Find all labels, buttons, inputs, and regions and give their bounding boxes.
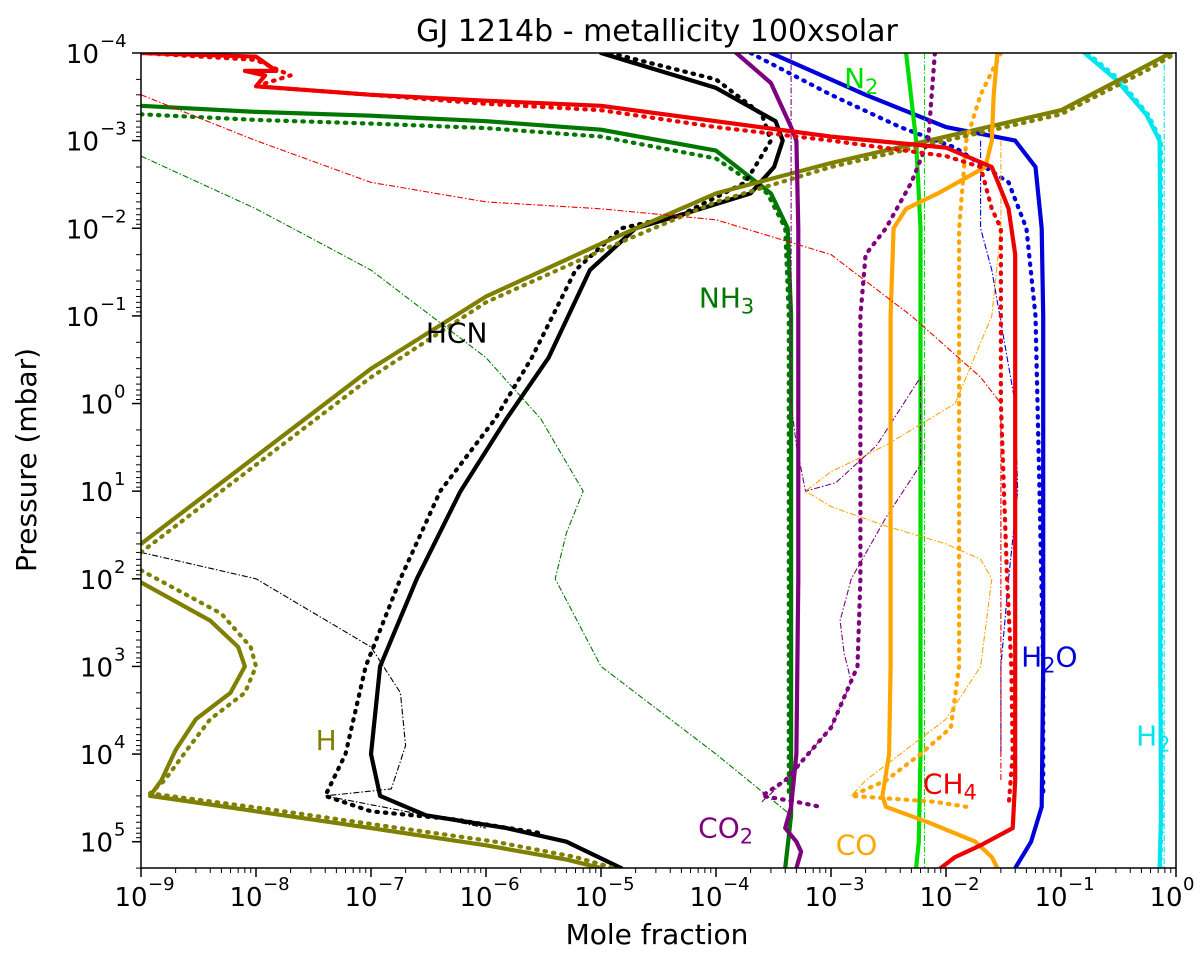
species-label-co2: CO2 (698, 812, 753, 849)
y-tick-label: 10 4 (80, 732, 126, 771)
x-tick-label-exp: 0 (1183, 874, 1194, 895)
y-tick-label: 10 2 (80, 557, 126, 596)
species-label-hcn: HCN (426, 316, 488, 349)
y-axis-title: Pressure (mbar) (10, 348, 43, 572)
series-h2o-solid (768, 53, 1046, 868)
x-tick-label-base: 10 (229, 883, 262, 913)
series-h-dotted (141, 53, 1176, 868)
y-tick-label-base: 10 (80, 653, 113, 683)
y-tick-label-exp: 2 (114, 557, 125, 578)
x-tick-label-base: 10 (1149, 883, 1182, 913)
series-nh3-thin (141, 155, 792, 816)
y-tick-label: 10 −3 (66, 119, 127, 158)
x-tick-label-exp: −4 (723, 874, 750, 895)
y-tick-label-exp: 0 (114, 382, 125, 403)
y-tick-label-base: 10 (80, 741, 113, 771)
series-h2-dotted (1085, 53, 1164, 868)
x-tick-label: 10 −6 (459, 874, 519, 913)
species-label-ch4: CH4 (923, 767, 977, 804)
x-tick-label-base: 10 (114, 883, 147, 913)
series-nh3-solid (141, 103, 794, 868)
x-tick-label: 10 −3 (804, 874, 864, 913)
x-tick-label-exp: −1 (1068, 874, 1095, 895)
x-tick-label: 10 −7 (344, 874, 404, 913)
series-layer (141, 53, 1176, 868)
species-label-co: CO (836, 829, 878, 862)
species-label-n2: N2 (844, 62, 878, 99)
y-tick-label: 10 −2 (66, 206, 127, 245)
x-axis-title: Mole fraction (566, 918, 749, 951)
x-tick-label: 10 −9 (114, 874, 174, 913)
series-hcn-dotted (323, 53, 773, 836)
x-tick-label: 10 −8 (229, 874, 289, 913)
x-tick-label-base: 10 (804, 883, 837, 913)
x-tick-label-exp: −8 (263, 874, 290, 895)
x-tick-label-exp: −3 (838, 874, 865, 895)
series-co2-dotted (759, 53, 937, 809)
x-tick-label-exp: −2 (953, 874, 980, 895)
y-tick-label-base: 10 (66, 215, 99, 245)
y-tick-label-exp: −4 (100, 31, 127, 52)
series-hcn-solid (368, 53, 785, 868)
y-tick-label-base: 10 (66, 40, 99, 70)
y-tick-label-exp: 5 (114, 820, 125, 841)
species-label-h2: H2 (1136, 720, 1170, 757)
x-tick-label-base: 10 (344, 883, 377, 913)
x-tick-label-base: 10 (919, 883, 952, 913)
x-tick-label: 10 −2 (919, 874, 979, 913)
y-tick-label-base: 10 (66, 303, 99, 333)
x-tick-label-base: 10 (1034, 883, 1067, 913)
chart-title: GJ 1214b - metallicity 100xsolar (416, 14, 898, 49)
axis-ticks (132, 52, 1177, 877)
species-label-h2o: H2O (1021, 640, 1077, 677)
x-tick-label-base: 10 (459, 883, 492, 913)
y-tick-label: 10 −1 (66, 294, 127, 333)
y-tick-label-exp: −2 (100, 206, 127, 227)
species-labels: H2 H2O N2 NH3 HCN H CO2 CO CH4 (316, 62, 1171, 862)
y-tick-label-exp: 3 (114, 644, 125, 665)
series-h2o-thin (980, 140, 1019, 755)
x-tick-label-exp: −5 (608, 874, 635, 895)
series-h2o-dotted (748, 53, 1046, 798)
plot-frame (140, 52, 1177, 869)
series-co-thin (804, 140, 1002, 797)
y-tick-label-base: 10 (80, 566, 113, 596)
series-co2-thin (761, 53, 922, 803)
x-tick-label-exp: −6 (493, 874, 520, 895)
series-nh3-dotted (141, 112, 791, 798)
series-ch4-solid (141, 53, 1018, 868)
series-ch4-thin (141, 94, 1002, 781)
x-tick-label: 10 0 (1149, 874, 1194, 913)
series-h-solid (141, 53, 1173, 868)
y-tick-label-exp: −3 (100, 119, 127, 140)
y-tick-label: 10 3 (80, 644, 126, 683)
y-tick-label: 10 −4 (66, 31, 127, 70)
y-tick-label-base: 10 (80, 829, 113, 859)
y-tick-label-base: 10 (80, 391, 113, 421)
x-tick-label: 10 −4 (689, 874, 749, 913)
species-label-h: H (316, 724, 337, 757)
series-hcn-thin (141, 551, 487, 829)
y-tick-label-exp: 1 (114, 469, 125, 490)
y-tick-label: 10 5 (80, 820, 126, 859)
y-tick-label: 10 1 (80, 469, 126, 508)
y-tick-label-base: 10 (66, 128, 99, 158)
x-tick-labels: 10 −9 10 −8 10 −7 10 −6 10 −5 10 −4 10 −3 10 −2 10 −1 10 0 (114, 874, 1194, 913)
series-n2 (904, 53, 923, 868)
y-tick-label-exp: 4 (114, 732, 125, 753)
x-tick-label-exp: −7 (378, 874, 405, 895)
y-tick-label: 10 0 (80, 382, 126, 421)
x-tick-label-base: 10 (574, 883, 607, 913)
x-tick-label: 10 −1 (1034, 874, 1094, 913)
series-ch4-dotted (141, 53, 1015, 809)
x-tick-label: 10 −5 (574, 874, 634, 913)
x-tick-label-base: 10 (689, 883, 722, 913)
species-label-nh3: NH3 (699, 281, 754, 318)
x-tick-label-exp: −9 (148, 874, 175, 895)
y-tick-label-exp: −1 (100, 294, 127, 315)
y-tick-label-base: 10 (80, 478, 113, 508)
